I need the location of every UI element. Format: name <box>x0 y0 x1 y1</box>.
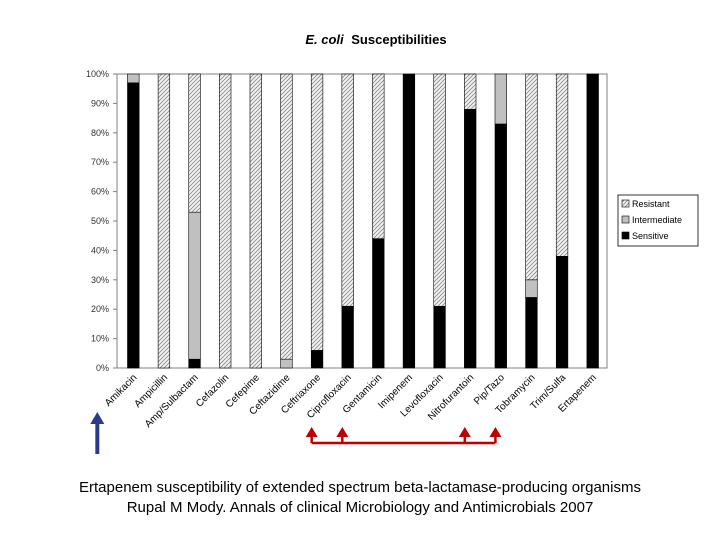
bar-intermediate-amikacin <box>127 73 140 84</box>
y-axis: 0% 10% 20% 30% 40% 50% 60% 70% 80% 90% 100% <box>86 69 117 373</box>
legend: Resistant Intermediate Sensitive <box>617 194 699 247</box>
bar-intermediate-ceftazidime <box>280 358 293 369</box>
bar-sensitive-trim-sulfa <box>555 255 569 369</box>
bar-resistant-ampicillin <box>157 73 171 369</box>
bar-resistant-amp-sulbactam <box>188 73 201 213</box>
bar-resistant-ceftazidime <box>280 73 293 360</box>
y-tick-label: 60% <box>91 187 109 197</box>
bar-resistant-tobramycin <box>525 73 538 281</box>
chart-title-italic: E. coli <box>305 32 344 47</box>
x-tick-label: Amp/Sulbactam <box>143 372 201 430</box>
bar-intermediate-pip-tazo <box>494 73 507 125</box>
red-arrow-head <box>458 427 471 437</box>
y-tick-label: 90% <box>91 98 109 108</box>
y-tick-label: 0% <box>96 363 109 373</box>
bar-sensitive-ertapenem <box>586 73 599 369</box>
legend-swatch-sensitive <box>621 231 630 240</box>
caption-line-1: Ertapenem susceptibility of extended spe… <box>79 479 641 496</box>
legend-swatch-resistant <box>621 199 630 208</box>
bar-resistant-ciprofloxacin <box>341 73 354 307</box>
bar-sensitive-gentamicin <box>372 238 385 369</box>
legend-label-sensitive: Sensitive <box>632 231 669 241</box>
red-arrow-head <box>489 427 502 437</box>
bar-sensitive-tobramycin <box>525 297 538 369</box>
bar-resistant-gentamicin <box>372 73 385 239</box>
y-tick-label: 30% <box>91 275 109 285</box>
bar-resistant-levofloxacin <box>433 73 446 307</box>
bar-sensitive-ciprofloxacin <box>341 305 354 369</box>
bars-group <box>127 73 599 369</box>
bar-sensitive-amikacin <box>127 82 140 369</box>
y-tick-label: 10% <box>91 334 109 344</box>
bar-sensitive-pip-tazo <box>494 123 507 369</box>
y-tick-label: 40% <box>91 245 109 255</box>
y-tick-label: 20% <box>91 304 109 314</box>
bar-sensitive-nitrofurantoin <box>464 108 477 369</box>
bar-resistant-ceftriaxone <box>310 73 324 351</box>
x-axis-labels: AmikacinAmpicillinAmp/SulbactamCefazolin… <box>103 372 599 430</box>
legend-swatch-intermediate <box>621 215 630 224</box>
red-arrow-head <box>305 427 318 437</box>
annotation-arrows <box>90 412 502 454</box>
legend-label-resistant: Resistant <box>632 199 670 209</box>
bar-sensitive-amp-sulbactam <box>188 358 201 369</box>
bar-resistant-cefazolin <box>219 73 232 369</box>
caption-line-2: Rupal M Mody. Annals of clinical Microbi… <box>126 499 594 516</box>
y-tick-label: 70% <box>91 157 109 167</box>
blue-arrow-head <box>90 412 105 424</box>
y-tick-label: 100% <box>86 69 109 79</box>
bar-resistant-cefepime <box>249 73 262 369</box>
y-tick-label: 50% <box>91 216 109 226</box>
bar-sensitive-levofloxacin <box>433 305 446 369</box>
bar-intermediate-tobramycin <box>525 279 538 298</box>
y-tick-label: 80% <box>91 128 109 138</box>
legend-frame <box>617 194 699 247</box>
chart-title-rest: Susceptibilities <box>351 32 446 47</box>
legend-label-intermediate: Intermediate <box>632 215 682 225</box>
bar-sensitive-ceftriaxone <box>310 350 324 369</box>
bar-sensitive-imipenem <box>402 73 416 369</box>
bar-resistant-trim-sulfa <box>555 73 569 257</box>
red-arrow-head <box>336 427 349 437</box>
chart-title: E. coli Susceptibilities <box>305 32 446 47</box>
bar-intermediate-amp-sulbactam <box>188 211 201 360</box>
bar-resistant-nitrofurantoin <box>464 73 477 110</box>
